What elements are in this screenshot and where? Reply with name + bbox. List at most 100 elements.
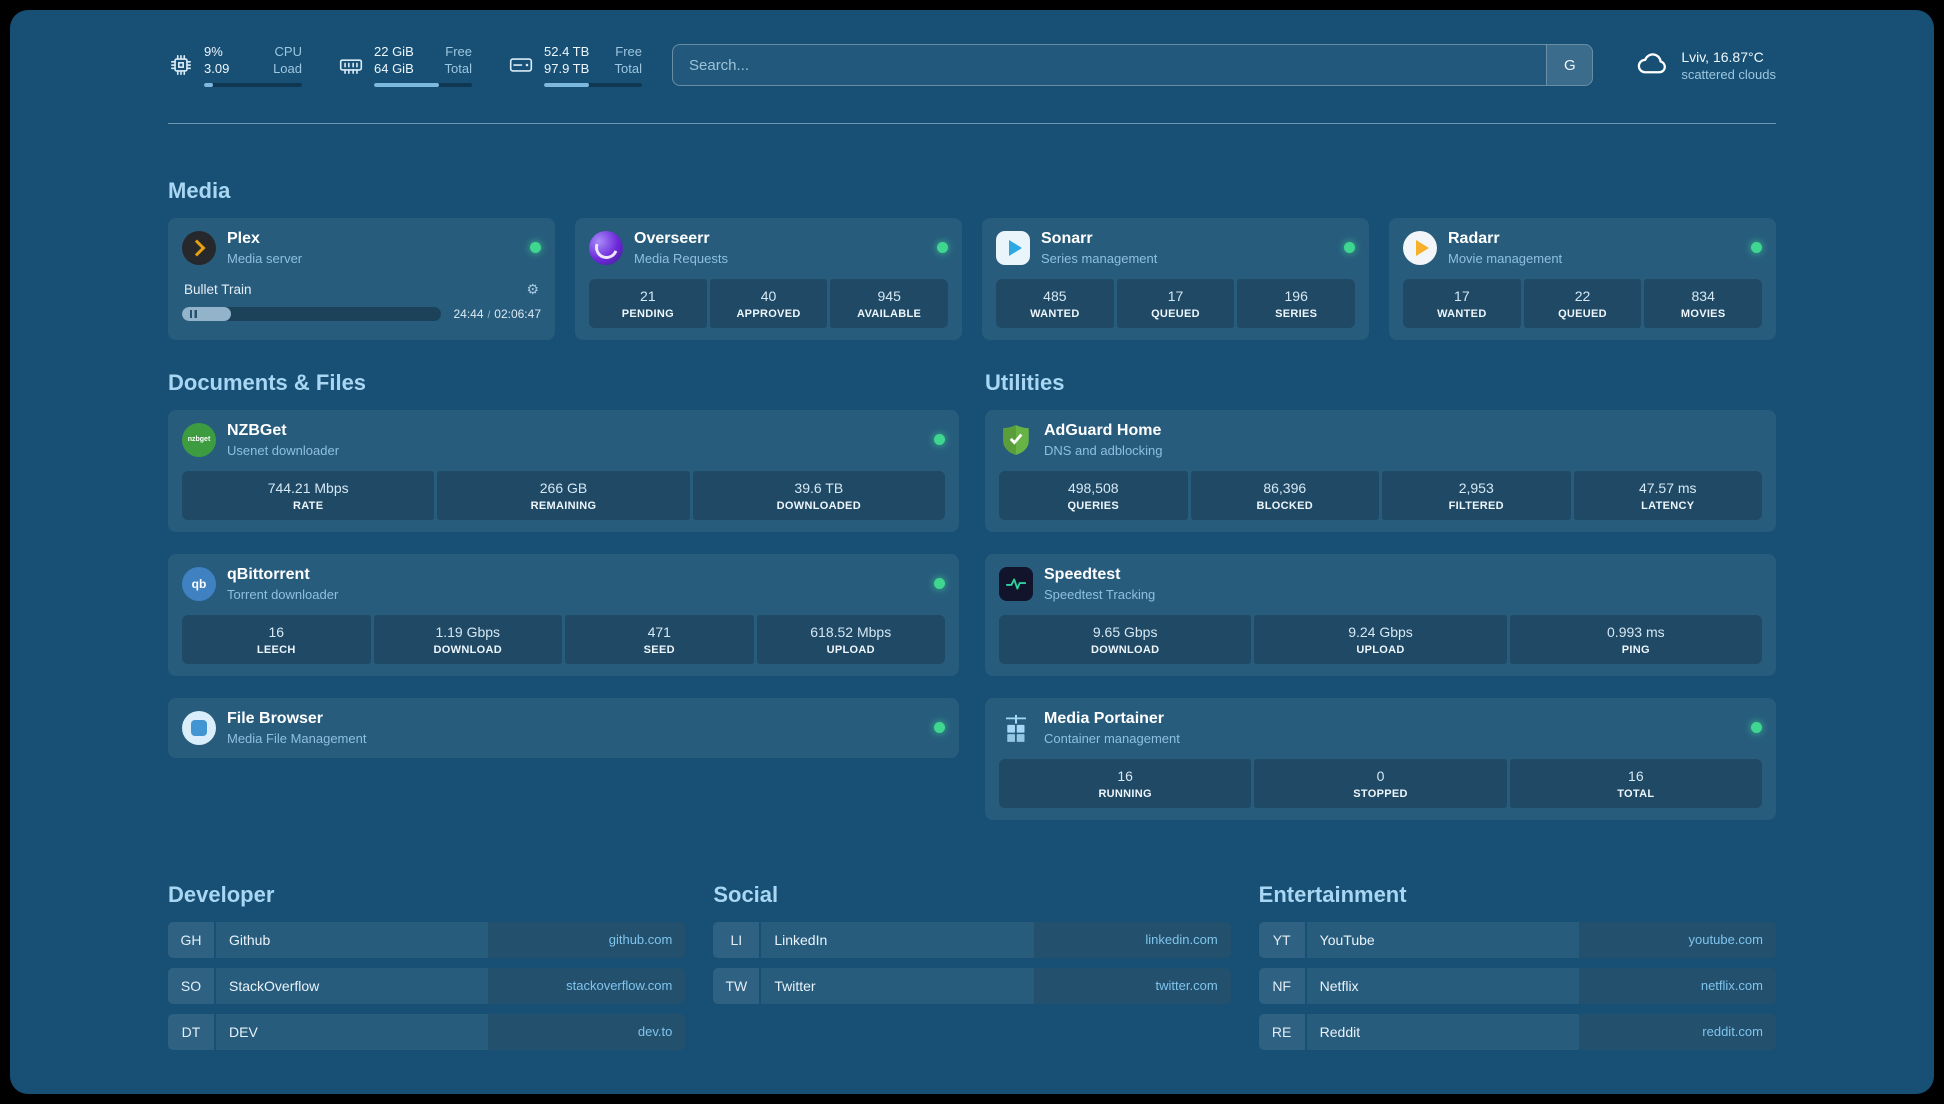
- cpu-readout: 9% 3.09 CPU Load: [204, 44, 302, 87]
- radarr-icon: [1403, 230, 1437, 265]
- search-form: G: [672, 44, 1594, 87]
- media-cards-row: Plex Media server Bullet Train ⚙: [168, 217, 1776, 340]
- status-online-dot: [1751, 722, 1762, 734]
- stat-block: 485 WANTED: [996, 278, 1114, 328]
- now-playing-row: Bullet Train ⚙: [184, 281, 539, 298]
- stat-label: QUEUED: [1151, 307, 1200, 320]
- stat-value: 744.21 Mbps: [267, 479, 349, 496]
- service-card-sonarr[interactable]: Sonarr Series management 485 WANTED 17 QUEU…: [982, 217, 1369, 340]
- stat-value: 945: [877, 287, 901, 304]
- card-head: qb qBittorrent Torrent downloader: [182, 566, 945, 602]
- stats-row: 9.65 Gbps DOWNLOAD 9.24 Gbps UPLOAD 0.993 ms…: [999, 614, 1762, 664]
- cpu-progress-bar: [204, 82, 302, 87]
- bookmark-abbr: GH: [168, 921, 214, 958]
- stat-block: 266 GB REMAINING: [437, 470, 690, 520]
- stat-value: 16: [1117, 767, 1133, 784]
- stat-block: 945 AVAILABLE: [830, 278, 949, 328]
- bookmark-row[interactable]: YT YouTube youtube.com: [1258, 921, 1776, 958]
- card-head: Media Portainer Container management: [999, 710, 1762, 746]
- stat-label: PING: [1621, 643, 1650, 656]
- gear-icon[interactable]: ⚙: [526, 280, 539, 297]
- cpu-progress-fill: [204, 82, 213, 87]
- bookmark-row[interactable]: RE Reddit reddit.com: [1258, 1013, 1776, 1050]
- bookmark-name: Github: [229, 931, 271, 948]
- bookmark-domain: github.com: [488, 921, 686, 958]
- service-card-radarr[interactable]: Radarr Movie management 17 WANTED 22 QUEUED…: [1389, 217, 1776, 340]
- service-card-plex[interactable]: Plex Media server Bullet Train ⚙: [168, 217, 555, 340]
- service-card-qbittorrent[interactable]: qb qBittorrent Torrent downloader 16 LEEC…: [168, 553, 959, 676]
- dashboard-page: 9% 3.09 CPU Load: [10, 10, 1934, 1094]
- bookmark-abbr: NF: [1258, 967, 1305, 1004]
- card-head: Speedtest Speedtest Tracking: [999, 566, 1762, 602]
- stat-value: 0: [1376, 767, 1385, 784]
- stat-value: 40: [760, 287, 777, 304]
- service-name: NZBGet: [227, 421, 287, 439]
- service-subtitle: Media File Management: [227, 730, 367, 746]
- service-card-file-browser[interactable]: File Browser Media File Management: [168, 697, 959, 758]
- service-card-media-portainer[interactable]: Media Portainer Container management 16 R…: [985, 697, 1776, 820]
- nzbget-icon: nzbget: [182, 422, 216, 457]
- bookmark-row[interactable]: DT DEV dev.to: [168, 1013, 686, 1050]
- stat-block: 40 APPROVED: [709, 278, 828, 328]
- card-head: Overseerr Media Requests: [589, 230, 948, 266]
- service-name: Radarr: [1448, 229, 1500, 247]
- bookmark-body: StackOverflow stackoverflow.com: [216, 967, 686, 1004]
- elapsed-time: 24:44: [453, 306, 484, 321]
- group-media: Media Plex Media server Bullet Train ⚙: [168, 178, 1776, 340]
- documents-cards: nzbget NZBGet Usenet downloader 744.21 M…: [168, 409, 959, 758]
- memory-free-label: Free: [445, 44, 472, 59]
- disk-progress-fill: [544, 82, 590, 87]
- stats-row: 17 WANTED 22 QUEUED 834 MOVIES: [1403, 278, 1763, 328]
- stat-label: QUERIES: [1067, 499, 1120, 512]
- speedtest-pulse-icon: [999, 566, 1033, 601]
- bookmark-domain: netflix.com: [1578, 967, 1776, 1004]
- bookmark-name: YouTube: [1319, 931, 1375, 948]
- bookmark-domain: reddit.com: [1578, 1013, 1776, 1050]
- now-playing-title: Bullet Train: [184, 281, 252, 297]
- service-subtitle: Movie management: [1448, 250, 1563, 266]
- stat-block: 86,396 BLOCKED: [1190, 470, 1379, 520]
- service-card-overseerr[interactable]: Overseerr Media Requests 21 PENDING 40 APPR…: [575, 217, 962, 340]
- stat-block: 618.52 Mbps UPLOAD: [756, 614, 945, 664]
- bookmark-row[interactable]: SO StackOverflow stackoverflow.com: [168, 967, 686, 1004]
- bookmark-row[interactable]: GH Github github.com: [168, 921, 686, 958]
- stat-block: 39.6 TB DOWNLOADED: [692, 470, 945, 520]
- service-card-nzbget[interactable]: nzbget NZBGet Usenet downloader 744.21 M…: [168, 409, 959, 532]
- total-duration: 02:06:47: [494, 306, 541, 321]
- stat-label: APPROVED: [736, 307, 801, 320]
- stat-label: MOVIES: [1680, 307, 1726, 320]
- utilities-cards: AdGuard Home DNS and adblocking 498,508 Q…: [985, 409, 1776, 820]
- stat-block: 471 SEED: [565, 614, 754, 664]
- bookmark-row[interactable]: NF Netflix netflix.com: [1258, 967, 1776, 1004]
- time-separator: /: [487, 309, 491, 321]
- bookmark-name: DEV: [229, 1023, 258, 1040]
- service-card-adguard-home[interactable]: AdGuard Home DNS and adblocking 498,508 Q…: [985, 409, 1776, 532]
- status-online-dot: [1344, 242, 1355, 254]
- cpu-load-label: Load: [273, 60, 302, 76]
- stat-label: WANTED: [1030, 307, 1080, 320]
- stat-label: STOPPED: [1353, 787, 1408, 800]
- bookmark-name: Reddit: [1319, 1023, 1361, 1040]
- sonarr-icon: [996, 230, 1030, 265]
- stat-block: 17 QUEUED: [1116, 278, 1235, 328]
- playback-time: 24:44/02:06:47: [453, 307, 541, 321]
- search-input[interactable]: [673, 45, 1547, 86]
- stat-block: 744.21 Mbps RATE: [182, 470, 435, 520]
- bookmark-row[interactable]: TW Twitter twitter.com: [713, 967, 1231, 1004]
- weather-condition: scattered clouds: [1681, 66, 1776, 82]
- stat-value: 196: [1284, 287, 1308, 304]
- stats-row: 16 LEECH 1.19 Gbps DOWNLOAD 471 SEED 618.52 Mb…: [182, 614, 945, 664]
- search-provider-button[interactable]: G: [1546, 45, 1593, 86]
- disk-readout: 52.4 TB 97.9 TB Free Total: [544, 44, 642, 87]
- status-online-dot: [937, 242, 948, 254]
- cpu-usage-value: 9%: [204, 44, 223, 59]
- stats-row: 21 PENDING 40 APPROVED 945 AVAILABLE: [589, 278, 949, 328]
- stat-block: 498,508 QUERIES: [999, 470, 1188, 520]
- overseerr-icon: [589, 230, 623, 265]
- group-documents-files: Documents & Files nzbget NZBGet Usenet d…: [168, 370, 959, 820]
- stat-label: QUEUED: [1558, 307, 1607, 320]
- cpu-widget: 9% 3.09 CPU Load: [168, 44, 302, 87]
- bookmark-domain: dev.to: [488, 1013, 686, 1050]
- bookmark-row[interactable]: LI LinkedIn linkedin.com: [713, 921, 1231, 958]
- service-card-speedtest[interactable]: Speedtest Speedtest Tracking 9.65 Gbps DO…: [985, 553, 1776, 676]
